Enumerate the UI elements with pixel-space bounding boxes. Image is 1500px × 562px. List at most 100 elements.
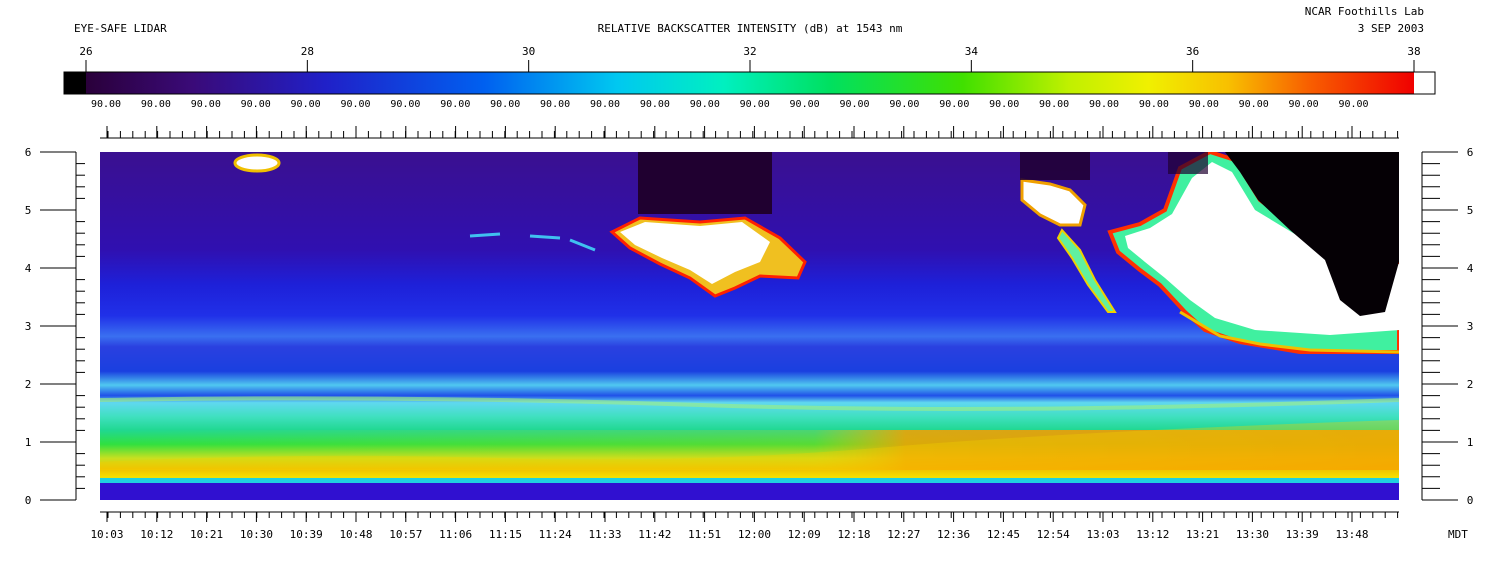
colorbar-sublabel: 90.00 bbox=[1089, 99, 1119, 110]
x-tick-label: 10:21 bbox=[190, 528, 223, 541]
x-tick-label: 12:54 bbox=[1037, 528, 1070, 541]
y-axis-right: 0 1 2 3 4 5 6 bbox=[1421, 146, 1474, 507]
colorbar-white-cap bbox=[1414, 72, 1435, 94]
cloud-small-high bbox=[233, 153, 281, 173]
colorbar-sublabel: 90.00 bbox=[590, 99, 620, 110]
colorbar-sublabel: 90.00 bbox=[1289, 99, 1319, 110]
x-tick-label: 12:27 bbox=[887, 528, 920, 541]
y-left-tick-label: 3 bbox=[25, 320, 32, 333]
colorbar-sublabel: 90.00 bbox=[141, 99, 171, 110]
colorbar-sublabel: 90.00 bbox=[839, 99, 869, 110]
colorbar-sublabels: 90.00 90.00 90.00 90.00 90.00 90.00 90.00 90.00… bbox=[91, 99, 1369, 110]
site-label: NCAR Foothills Lab bbox=[1304, 5, 1424, 18]
colorbar-sublabel: 90.00 bbox=[241, 99, 271, 110]
x-tick-label: 13:03 bbox=[1086, 528, 1119, 541]
colorbar-sublabel: 90.00 bbox=[1338, 99, 1368, 110]
x-tick-label: 12:36 bbox=[937, 528, 970, 541]
colorbar-tick-label: 30 bbox=[522, 45, 535, 58]
x-tick-label: 10:39 bbox=[290, 528, 323, 541]
x-tick-label: 10:30 bbox=[240, 528, 273, 541]
y-right-tick-label: 2 bbox=[1467, 378, 1474, 391]
colorbar-ticks: 26 28 30 32 34 36 38 bbox=[79, 45, 1421, 72]
x-tick-label: 13:30 bbox=[1236, 528, 1269, 541]
colorbar-sublabel: 90.00 bbox=[340, 99, 370, 110]
colorbar-sublabel: 90.00 bbox=[1189, 99, 1219, 110]
colorbar-tick-label: 26 bbox=[79, 45, 92, 58]
date-label: 3 SEP 2003 bbox=[1357, 22, 1424, 35]
colorbar-tick-label: 38 bbox=[1407, 45, 1420, 58]
y-left-tick-label: 2 bbox=[25, 378, 32, 391]
x-tick-label: 10:48 bbox=[339, 528, 372, 541]
y-right-tick-label: 0 bbox=[1467, 494, 1474, 507]
colorbar-sublabel: 90.00 bbox=[91, 99, 121, 110]
cloud-tail-2 bbox=[1056, 228, 1117, 313]
colorbar-sublabel: 90.00 bbox=[790, 99, 820, 110]
colorbar-tick-label: 32 bbox=[743, 45, 756, 58]
surface-layer-orange bbox=[100, 430, 1399, 470]
colorbar-tick-label: 36 bbox=[1186, 45, 1199, 58]
x-tick-label: 12:18 bbox=[837, 528, 870, 541]
x-unit-label: MDT bbox=[1448, 528, 1468, 541]
y-left-tick-label: 1 bbox=[25, 436, 32, 449]
x-tick-label: 11:42 bbox=[638, 528, 671, 541]
y-axis-left: 0 1 2 3 4 5 6 bbox=[25, 146, 85, 507]
colorbar-sublabel: 90.00 bbox=[490, 99, 520, 110]
colorbar-sublabel: 90.00 bbox=[291, 99, 321, 110]
x-tick-label: 11:24 bbox=[539, 528, 572, 541]
y-right-tick-label: 4 bbox=[1467, 262, 1474, 275]
cloud-white-1 bbox=[620, 222, 770, 284]
below-surface bbox=[100, 483, 1399, 500]
x-tick-label: 12:00 bbox=[738, 528, 771, 541]
y-left-tick-label: 6 bbox=[25, 146, 32, 159]
y-left-tick-label: 0 bbox=[25, 494, 32, 507]
y-right-tick-label: 1 bbox=[1467, 436, 1474, 449]
top-ruler-ticks bbox=[106, 126, 1399, 138]
x-tick-label: 13:39 bbox=[1286, 528, 1319, 541]
y-left-tick-label: 5 bbox=[25, 204, 32, 217]
x-tick-label: 10:12 bbox=[140, 528, 173, 541]
cloud-white-2 bbox=[1020, 178, 1087, 227]
colorbar-sublabel: 90.00 bbox=[889, 99, 919, 110]
colorbar-sublabel: 90.00 bbox=[440, 99, 470, 110]
y-left-tick-label: 4 bbox=[25, 262, 32, 275]
colorbar-tick-label: 34 bbox=[965, 45, 979, 58]
colorbar-sublabel: 90.00 bbox=[989, 99, 1019, 110]
cloud-white-3 bbox=[1125, 162, 1399, 335]
colorbar-sublabel: 90.00 bbox=[640, 99, 670, 110]
green-layer-top bbox=[100, 396, 1399, 411]
x-tick-label: 13:12 bbox=[1136, 528, 1169, 541]
wisps-4-5km bbox=[469, 232, 596, 252]
surface-strip bbox=[100, 478, 1399, 483]
colorbar-sublabel: 90.00 bbox=[1139, 99, 1169, 110]
dark-column-1 bbox=[638, 152, 772, 214]
x-tick-label: 11:15 bbox=[489, 528, 522, 541]
x-tick-label: 13:21 bbox=[1186, 528, 1219, 541]
colorbar-sublabel: 90.00 bbox=[939, 99, 969, 110]
x-tick-label: 12:09 bbox=[788, 528, 821, 541]
colorbar-sublabel: 90.00 bbox=[690, 99, 720, 110]
y-right-tick-label: 5 bbox=[1467, 204, 1474, 217]
y-right-tick-label: 3 bbox=[1467, 320, 1474, 333]
x-tick-label: 11:51 bbox=[688, 528, 721, 541]
x-tick-label: 11:33 bbox=[588, 528, 621, 541]
colorbar-sublabel: 90.00 bbox=[1239, 99, 1269, 110]
x-tick-label: 10:03 bbox=[90, 528, 123, 541]
plot-area bbox=[100, 152, 1399, 500]
plot-title: RELATIVE BACKSCATTER INTENSITY (dB) at 1… bbox=[597, 22, 903, 35]
x-tick-label: 11:06 bbox=[439, 528, 472, 541]
dark-column-2 bbox=[1020, 152, 1090, 180]
dark-region-3 bbox=[1225, 152, 1399, 316]
colorbar-sublabel: 90.00 bbox=[390, 99, 420, 110]
colorbar-black-cap bbox=[64, 72, 86, 94]
cloud-rim-3 bbox=[1179, 310, 1399, 354]
colorbar-sublabel: 90.00 bbox=[540, 99, 570, 110]
colorbar-gradient bbox=[86, 72, 1414, 94]
colorbar-tick-label: 28 bbox=[301, 45, 314, 58]
instrument-label: EYE-SAFE LIDAR bbox=[74, 22, 167, 35]
colorbar-sublabel: 90.00 bbox=[1039, 99, 1069, 110]
x-tick-label: 10:57 bbox=[389, 528, 422, 541]
surface-layer-top bbox=[100, 420, 1399, 470]
y-right-tick-label: 6 bbox=[1467, 146, 1474, 159]
bottom-ruler-ticks: 10:03 10:12 10:21 10:30 10:39 10:48 10:57 11:06… bbox=[90, 512, 1399, 541]
